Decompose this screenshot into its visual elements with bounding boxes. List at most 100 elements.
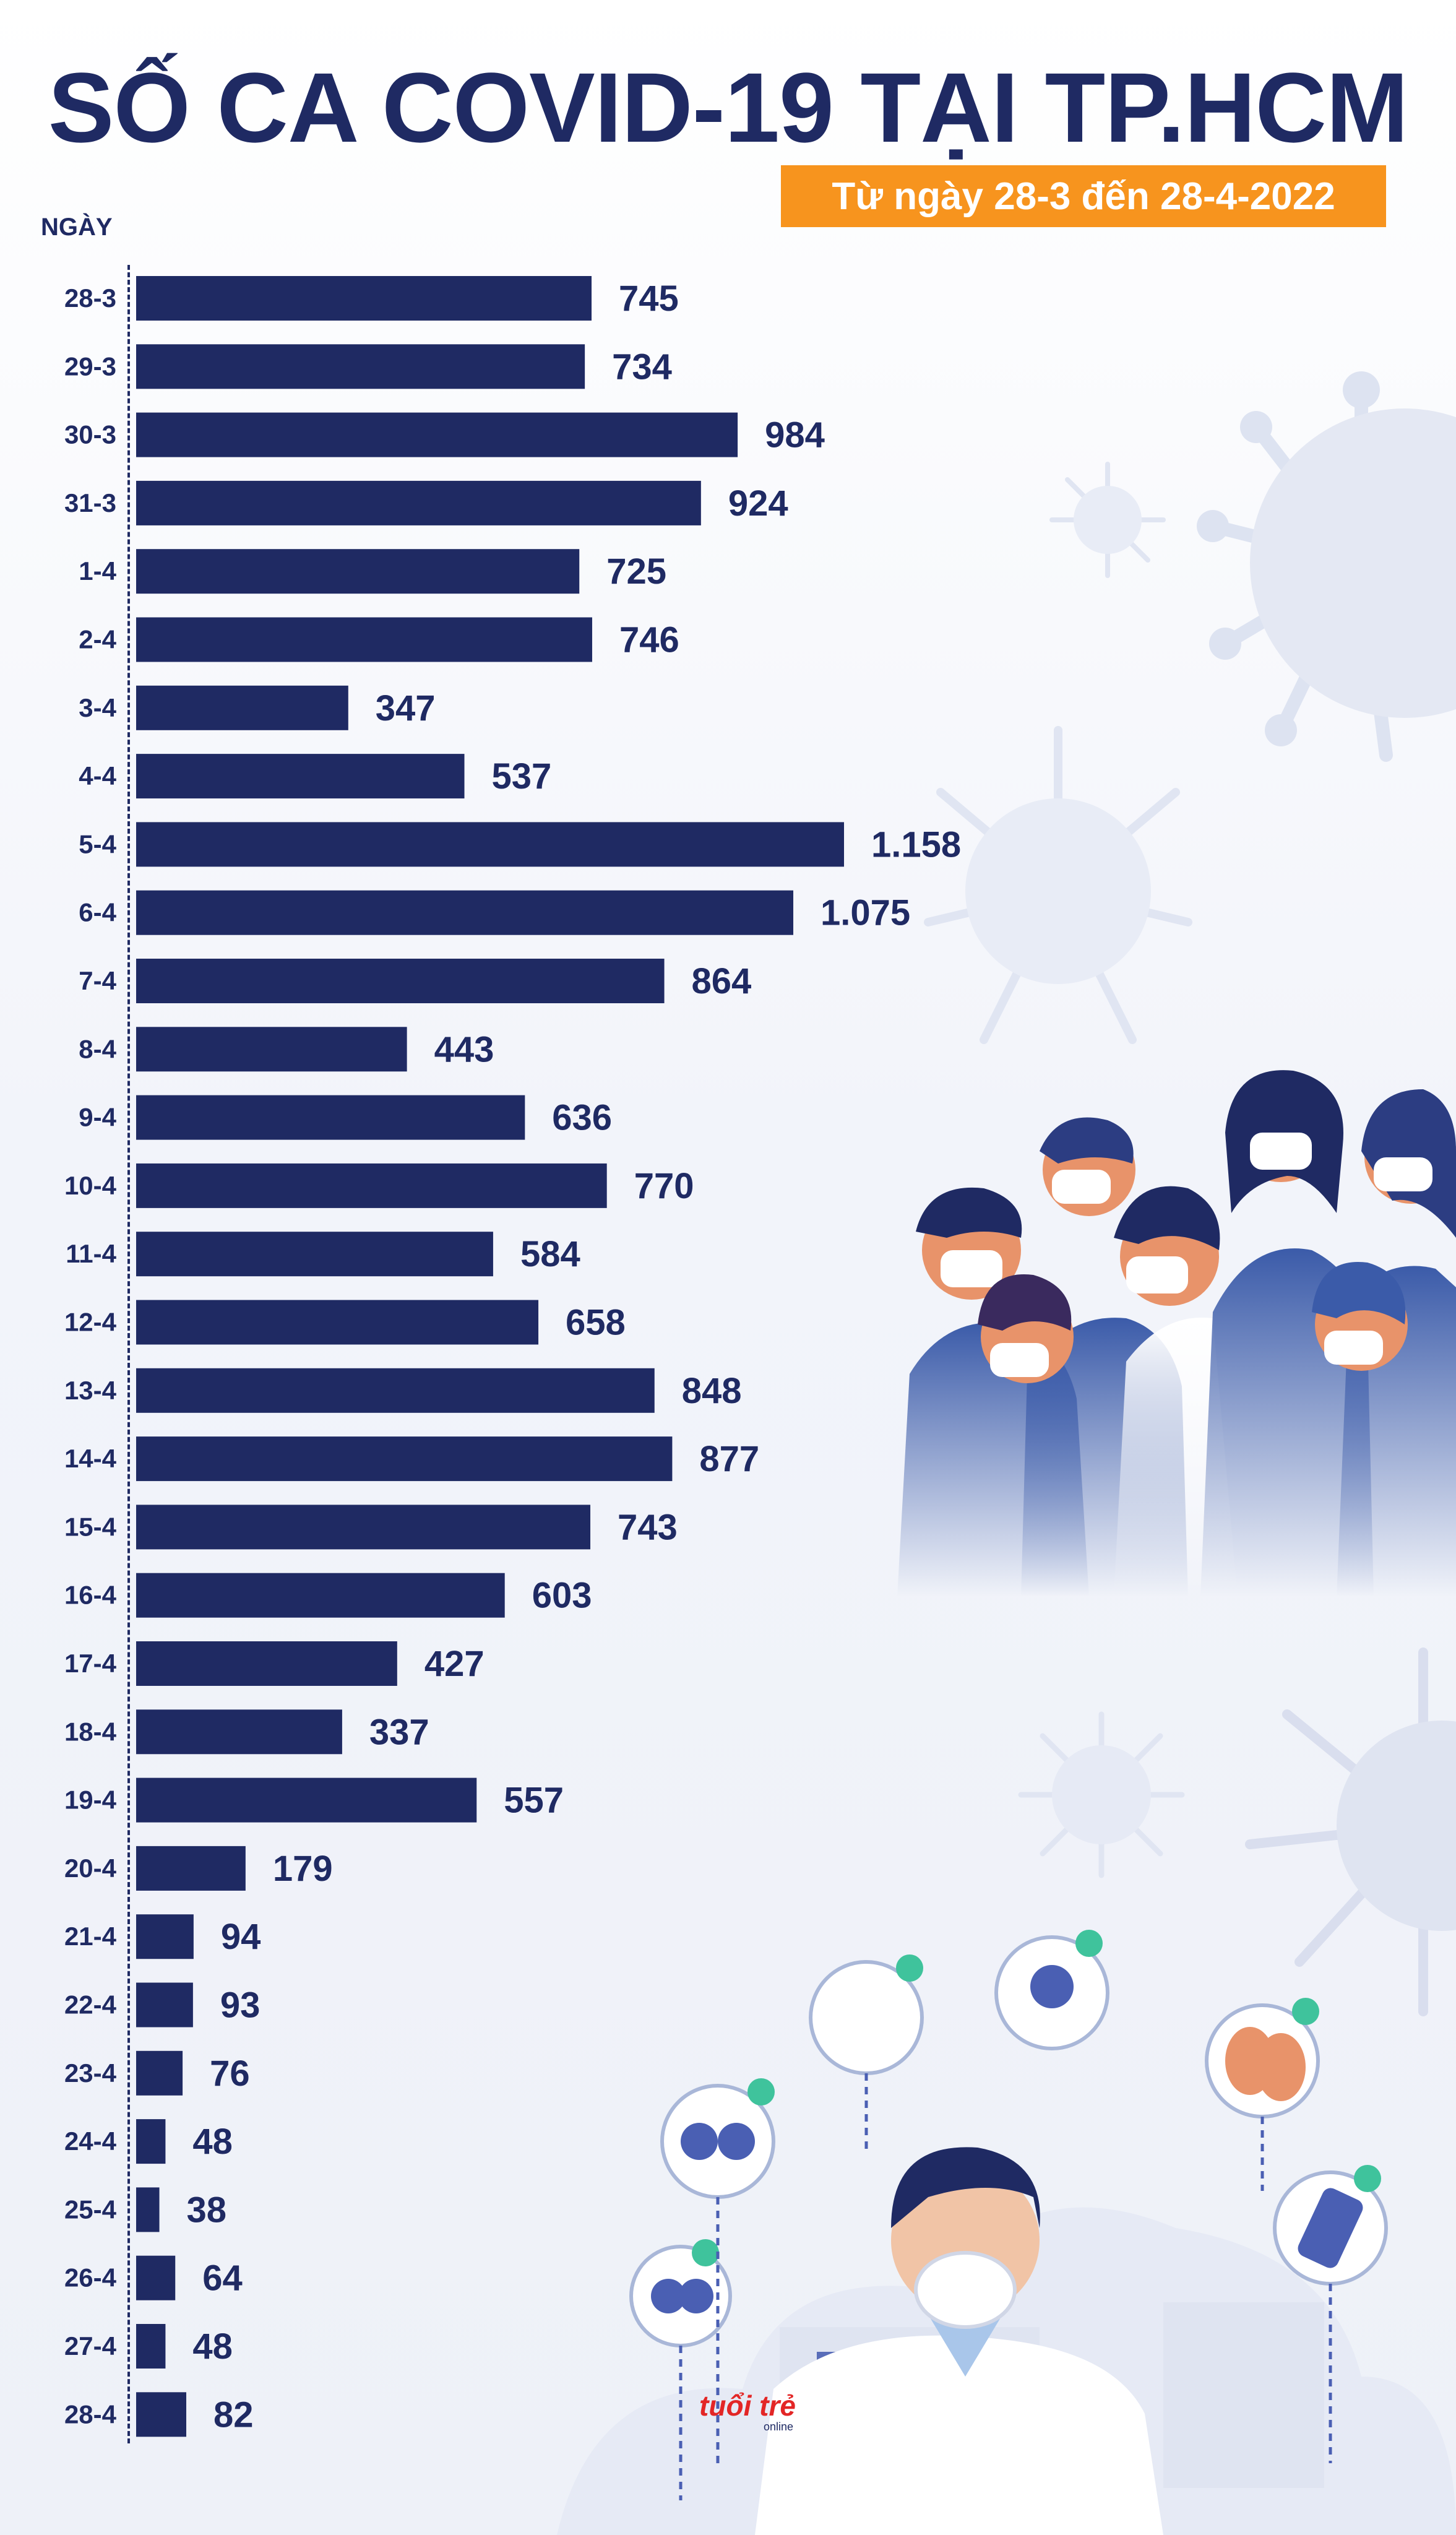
bar [136,276,592,321]
category-label: 27-4 [64,2331,117,2360]
value-label: 82 [213,2395,254,2435]
value-label: 94 [221,1917,261,1957]
category-label: 21-4 [64,1922,117,1951]
category-label: 19-4 [64,1786,117,1815]
bar [136,754,465,799]
value-label: 443 [434,1029,494,1069]
value-label: 848 [682,1371,742,1411]
bar [136,685,348,730]
value-label: 179 [273,1849,333,1889]
value-label: 877 [699,1439,759,1479]
category-label: 4-4 [79,761,116,790]
bar [136,1641,397,1686]
category-label: 7-4 [79,966,116,995]
bar [136,959,665,1003]
virus-illustration-right [1245,1648,1456,2016]
category-label: 18-4 [64,1717,117,1746]
bar [136,2187,160,2232]
value-label: 64 [202,2258,243,2299]
category-label: 8-4 [79,1034,116,1063]
bar [136,2324,166,2369]
crowd-with-masks-illustration [897,1070,1456,1597]
category-label: 17-4 [64,1649,117,1678]
value-label: 603 [532,1576,592,1616]
bar [136,1436,673,1482]
category-label: 22-4 [64,1990,117,2019]
doctor-illustration [557,1930,1456,2535]
bar [136,480,701,525]
bar [136,2050,183,2096]
category-label: 3-4 [79,693,116,722]
category-label: 28-3 [64,283,116,313]
category-label: 1-4 [79,556,116,585]
category-label: 24-4 [64,2127,117,2156]
bar [136,822,844,867]
value-label: 38 [187,2190,227,2230]
bar [136,1095,525,1140]
bar [136,2392,187,2437]
category-label: 23-4 [64,2058,117,2088]
category-label: 31-3 [64,488,116,517]
bar [136,1505,591,1550]
bar [136,549,580,594]
bar [136,1982,193,2028]
value-label: 537 [492,756,552,797]
category-label: 11-4 [66,1239,116,1268]
bar [136,1300,539,1345]
value-label: 584 [520,1234,580,1274]
bar [136,1709,342,1755]
bar [136,1914,194,1959]
value-label: 734 [612,347,672,387]
value-label: 745 [619,279,679,319]
category-label: 14-4 [64,1444,117,1473]
svg-text:tuổi trẻ: tuổi trẻ [699,2390,796,2422]
category-label: 5-4 [79,829,116,858]
value-label: 770 [634,1166,694,1206]
value-label: 636 [552,1098,612,1138]
category-label: 20-4 [64,1854,117,1883]
page-title: SỐ CA COVID-19 TẠI TP.HCM [48,52,1409,163]
value-label: 743 [618,1507,678,1547]
value-label: 864 [692,961,752,1001]
bar [136,1368,655,1413]
tuoi-tre-logo: tuổi trẻ online [699,2390,796,2433]
category-label: 15-4 [64,1512,117,1541]
bar [136,1573,505,1618]
bar [136,1846,246,1891]
value-label: 658 [566,1303,626,1343]
value-label: 347 [376,688,436,728]
category-label: 6-4 [79,898,116,927]
virus-illustration-large [1197,371,1456,762]
category-label: 16-4 [64,1581,117,1610]
value-label: 427 [424,1644,485,1684]
category-label: 28-4 [64,2399,117,2429]
bar [136,1232,493,1277]
value-label: 725 [606,551,666,592]
bar [136,1027,407,1072]
category-label: 25-4 [64,2195,117,2224]
category-label: 10-4 [64,1171,117,1200]
y-axis-label: NGÀY [41,214,113,241]
y-axis-line [127,265,130,2443]
category-label: 13-4 [64,1376,117,1405]
virus-illustration-left [1018,1711,1185,1878]
bar [136,2255,176,2300]
virus-illustration-small [1049,462,1166,578]
bar [136,412,738,457]
value-label: 48 [192,2122,233,2162]
bar [136,2119,166,2164]
category-label: 26-4 [64,2263,117,2292]
value-label: 1.158 [871,824,961,865]
bar [136,1777,477,1823]
bar [136,344,585,389]
bar [136,1163,607,1208]
value-label: 924 [728,483,788,524]
category-label: 29-3 [64,352,116,381]
value-label: 984 [765,415,825,456]
category-label: 12-4 [64,1308,117,1337]
category-label: 30-3 [64,420,116,449]
value-label: 93 [220,1985,261,2026]
value-label: 76 [210,2053,250,2094]
value-label: 746 [619,620,679,660]
